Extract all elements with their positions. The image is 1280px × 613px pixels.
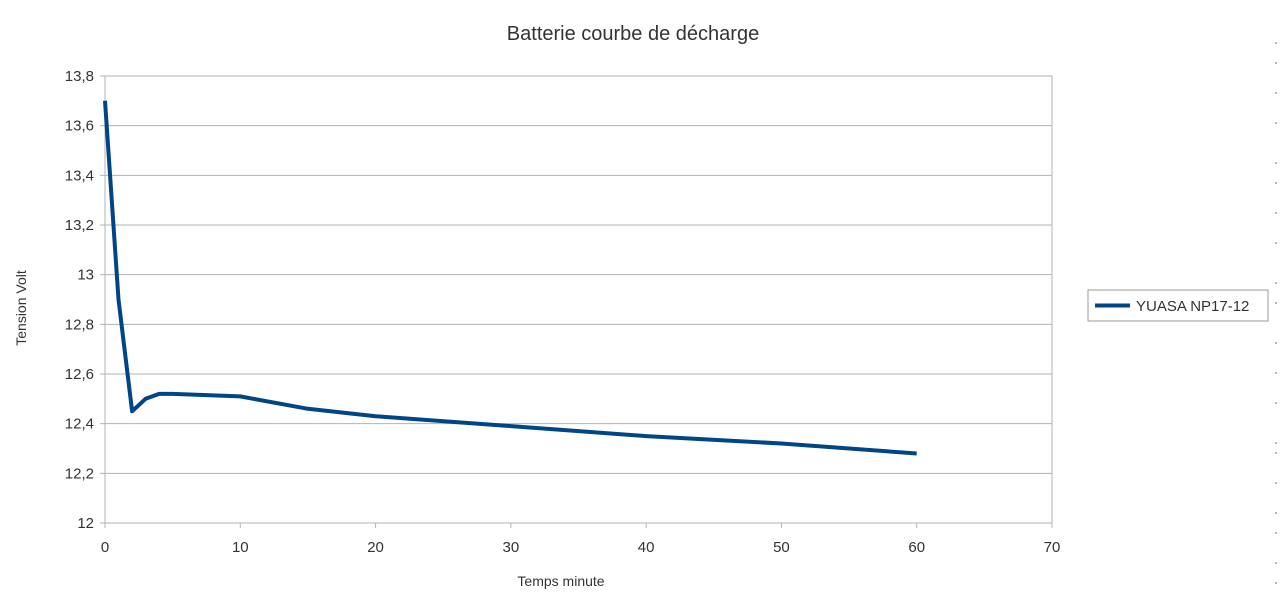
edge-mark bbox=[1275, 562, 1277, 564]
y-tick-label: 13,4 bbox=[65, 167, 94, 184]
grid-lines bbox=[105, 75, 1052, 524]
x-tick-label: 60 bbox=[908, 539, 925, 556]
edge-mark bbox=[1275, 372, 1277, 374]
edge-mark bbox=[1275, 242, 1277, 244]
y-tick-label: 12,2 bbox=[65, 465, 94, 482]
x-tick-label: 40 bbox=[638, 539, 655, 556]
plot-area-frame bbox=[104, 75, 1053, 524]
edge-mark bbox=[1275, 162, 1277, 164]
y-tick-label: 13,2 bbox=[65, 217, 94, 234]
chart-title: Batterie courbe de décharge bbox=[507, 23, 759, 45]
x-tick-label: 10 bbox=[232, 539, 249, 556]
edge-mark bbox=[1275, 452, 1277, 454]
x-tick-label: 30 bbox=[503, 539, 520, 556]
legend: YUASA NP17-12 bbox=[1087, 289, 1269, 322]
y-tick-label: 12,4 bbox=[65, 416, 94, 433]
legend-label: YUASA NP17-12 bbox=[1136, 298, 1249, 315]
y-tick-label: 12,6 bbox=[65, 366, 94, 383]
axis-ticks: 12 12,2 12,4 12,6 12,8 13 13,2 13,4 13,6 13,8 0 10 2… bbox=[65, 68, 1061, 556]
y-tick-label: 13,6 bbox=[65, 118, 94, 135]
edge-mark bbox=[1275, 342, 1277, 344]
y-axis-title: Tension Volt bbox=[13, 270, 29, 346]
series-layer bbox=[103, 100, 917, 456]
x-tick-label: 50 bbox=[773, 539, 790, 556]
edge-mark bbox=[1275, 122, 1277, 124]
y-tick-label: 12,8 bbox=[65, 316, 94, 333]
edge-mark bbox=[1275, 512, 1277, 514]
series-line bbox=[103, 100, 917, 456]
edge-mark bbox=[1275, 482, 1277, 484]
edge-mark bbox=[1275, 402, 1277, 404]
y-tick-label: 13 bbox=[77, 267, 94, 284]
edge-mark bbox=[1275, 582, 1277, 584]
y-tick-label: 13,8 bbox=[65, 68, 94, 85]
edge-mark bbox=[1275, 282, 1277, 284]
edge-mark bbox=[1275, 532, 1277, 534]
edge-mark bbox=[1275, 92, 1277, 94]
y-tick-label: 12 bbox=[77, 515, 94, 532]
x-axis-title: Temps minute bbox=[517, 573, 604, 589]
edge-mark bbox=[1275, 182, 1277, 184]
x-tick-label: 20 bbox=[367, 539, 384, 556]
edge-mark bbox=[1275, 442, 1277, 444]
x-tick-label: 70 bbox=[1044, 539, 1061, 556]
x-tick-label: 0 bbox=[101, 539, 109, 556]
edge-mark bbox=[1275, 42, 1277, 44]
edge-mark bbox=[1275, 62, 1277, 64]
edge-mark bbox=[1275, 212, 1277, 214]
edge-mark bbox=[1275, 302, 1277, 304]
